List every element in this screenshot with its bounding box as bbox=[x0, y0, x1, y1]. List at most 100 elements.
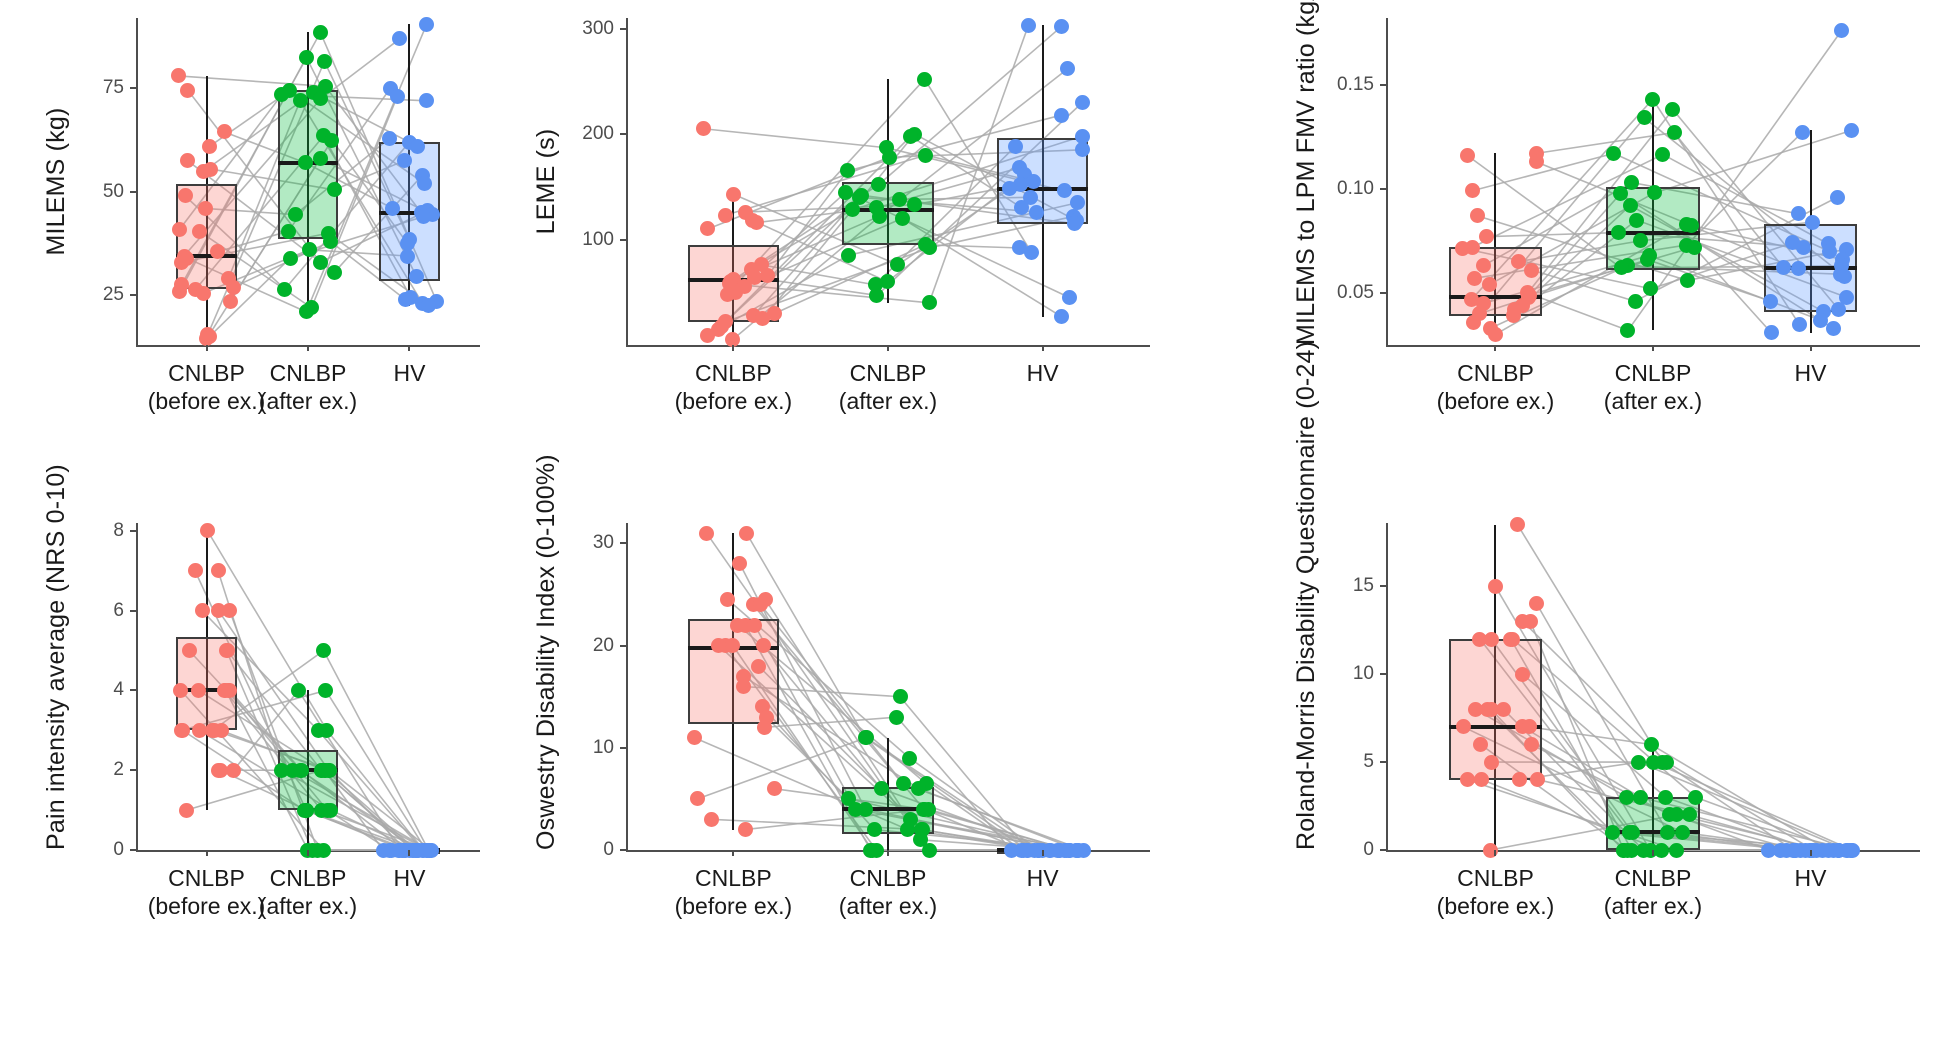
y-axis-title: MILEMS to LPM FMV ratio (kg/cm³) bbox=[1292, 0, 1320, 345]
panel-ratio: MILEMS to LPM FMV ratio (kg/cm³) 0.05 0.10… bbox=[1268, 0, 1928, 465]
data-point bbox=[690, 791, 706, 807]
y-axis-line bbox=[136, 18, 138, 345]
data-point bbox=[1830, 189, 1846, 205]
data-point bbox=[730, 617, 746, 633]
data-point bbox=[226, 279, 242, 295]
data-point bbox=[755, 311, 771, 327]
data-point bbox=[719, 286, 735, 302]
data-point bbox=[1681, 807, 1697, 823]
x-tick-label-line1: CNLBP bbox=[269, 360, 347, 386]
data-point bbox=[921, 295, 937, 311]
median-line bbox=[996, 186, 1089, 191]
data-point bbox=[1469, 208, 1485, 224]
data-point bbox=[1643, 737, 1659, 753]
data-point bbox=[1011, 240, 1027, 256]
data-point bbox=[903, 128, 919, 144]
data-point bbox=[1007, 139, 1023, 155]
data-point bbox=[1635, 842, 1651, 858]
data-point bbox=[298, 49, 314, 65]
whisker bbox=[732, 533, 735, 830]
x-tick-label-group-1: CNLBP (before ex.) bbox=[623, 359, 843, 415]
x-tick-label-line2: (before ex.) bbox=[674, 388, 793, 414]
y-tick-label: 6 bbox=[113, 599, 124, 621]
median-line bbox=[1606, 230, 1700, 235]
data-point bbox=[700, 221, 716, 237]
data-point bbox=[172, 221, 188, 237]
data-point bbox=[732, 556, 748, 572]
box bbox=[277, 750, 339, 811]
y-tick-mark bbox=[620, 644, 626, 647]
x-tick-mark bbox=[732, 345, 735, 351]
data-point bbox=[1529, 596, 1545, 612]
x-tick-label-line1: CNLBP bbox=[849, 360, 927, 386]
data-point bbox=[869, 287, 885, 303]
data-point bbox=[866, 822, 882, 838]
data-point bbox=[1660, 824, 1676, 840]
data-point bbox=[274, 87, 290, 103]
data-point bbox=[725, 638, 741, 654]
y-tick-mark bbox=[1380, 849, 1386, 851]
x-tick-label-line1: CNLBP bbox=[849, 865, 927, 891]
data-point bbox=[1788, 842, 1804, 858]
data-point bbox=[213, 722, 229, 738]
data-point bbox=[316, 643, 332, 659]
data-point bbox=[422, 842, 438, 858]
data-point bbox=[1512, 772, 1528, 788]
data-point bbox=[1003, 842, 1019, 858]
x-tick-label-group-2: CNLBP (after ex.) bbox=[778, 864, 998, 920]
x-tick-mark bbox=[205, 850, 208, 856]
data-point bbox=[917, 71, 933, 87]
data-point bbox=[195, 285, 211, 301]
data-point bbox=[1014, 200, 1030, 216]
data-point bbox=[419, 16, 435, 32]
y-tick-label: 75 bbox=[102, 77, 124, 99]
x-tick-mark bbox=[1494, 345, 1497, 351]
data-point bbox=[760, 267, 776, 283]
data-point bbox=[1472, 631, 1488, 647]
data-point bbox=[419, 93, 435, 109]
paired-link-lines bbox=[693, 532, 1084, 851]
data-point bbox=[1074, 142, 1090, 158]
x-tick-label-group-1: CNLBP (before ex.) bbox=[97, 359, 317, 415]
data-point bbox=[200, 523, 216, 539]
panel-odi: Oswestry Disability Index (0-100%) 0 10 20 3… bbox=[508, 454, 1158, 970]
data-point bbox=[318, 682, 334, 698]
data-point bbox=[1610, 225, 1626, 241]
data-point bbox=[1804, 214, 1820, 230]
data-point bbox=[187, 563, 203, 579]
data-point bbox=[1479, 229, 1494, 245]
x-tick-label-line2: (before ex.) bbox=[147, 893, 266, 919]
x-tick-label-line1: CNLBP bbox=[1614, 865, 1692, 891]
data-point bbox=[1455, 719, 1471, 735]
y-tick-mark bbox=[130, 689, 136, 692]
data-point bbox=[1464, 183, 1480, 199]
data-point bbox=[1686, 239, 1702, 255]
y-tick-label: 0.10 bbox=[1337, 177, 1374, 199]
data-point bbox=[1838, 289, 1854, 305]
data-point bbox=[1523, 737, 1539, 753]
data-point bbox=[298, 155, 314, 171]
data-point bbox=[1812, 312, 1828, 328]
data-point bbox=[323, 802, 339, 818]
data-point bbox=[871, 208, 887, 224]
y-tick-mark bbox=[130, 769, 136, 772]
y-tick-label: 25 bbox=[102, 284, 124, 306]
data-point bbox=[767, 305, 783, 321]
data-point bbox=[1468, 701, 1484, 717]
data-point bbox=[1057, 183, 1073, 199]
data-point bbox=[1794, 125, 1810, 141]
x-tick-label-line1: CNLBP bbox=[695, 865, 772, 891]
data-point bbox=[838, 184, 854, 200]
x-tick-label-group-2: CNLBP (after ex.) bbox=[198, 864, 418, 920]
data-point bbox=[1530, 772, 1546, 788]
median-line bbox=[176, 688, 237, 693]
data-point bbox=[1646, 185, 1662, 201]
data-point bbox=[747, 617, 763, 633]
x-tick-mark bbox=[1041, 345, 1044, 351]
data-point bbox=[290, 682, 306, 698]
x-tick-label-line2: (before ex.) bbox=[674, 893, 793, 919]
data-point bbox=[901, 750, 917, 766]
data-point bbox=[1483, 631, 1499, 647]
data-point bbox=[851, 189, 867, 205]
y-tick-mark bbox=[620, 238, 626, 241]
